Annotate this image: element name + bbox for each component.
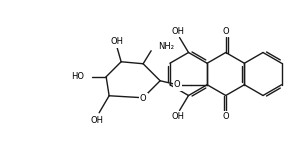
Text: OH: OH	[171, 27, 184, 36]
Text: O: O	[174, 80, 181, 89]
Text: HO: HO	[71, 72, 84, 81]
Text: OH: OH	[111, 37, 124, 46]
Text: OH: OH	[91, 116, 104, 125]
Text: O: O	[140, 94, 146, 103]
Text: OH: OH	[171, 112, 184, 121]
Text: O: O	[223, 112, 229, 121]
Text: NH₂: NH₂	[158, 42, 174, 51]
Text: O: O	[223, 27, 229, 36]
